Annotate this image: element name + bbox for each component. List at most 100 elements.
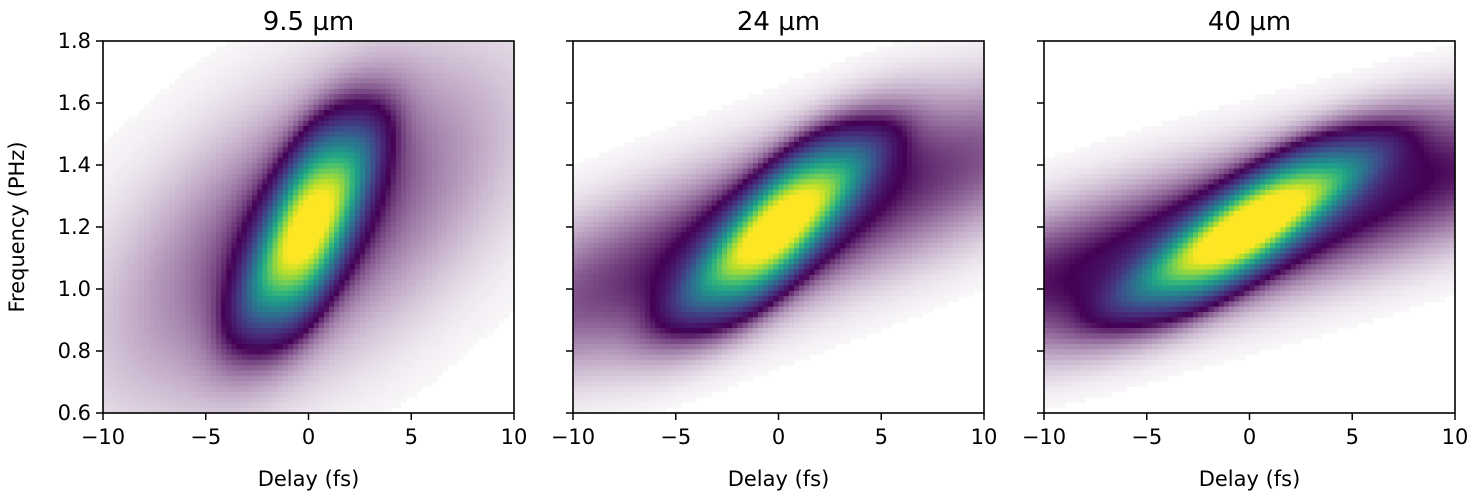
- heatmap-cell: [349, 126, 356, 132]
- heatmap-cell: [221, 306, 227, 313]
- heatmap-cell: [467, 163, 474, 170]
- heatmap-cell: [185, 274, 191, 281]
- heatmap-cell: [154, 173, 161, 180]
- heatmap-cell: [236, 359, 243, 366]
- heatmap-cell: [144, 306, 150, 313]
- heatmap-cell: [442, 322, 448, 329]
- heatmap-cell: [411, 46, 417, 53]
- heatmap-cell: [210, 365, 217, 372]
- heatmap-cell: [365, 365, 371, 372]
- heatmap-cell: [344, 280, 351, 287]
- heatmap-cell: [159, 110, 166, 116]
- heatmap-cell: [303, 104, 310, 111]
- heatmap-cell: [462, 184, 469, 191]
- heatmap-cell: [108, 179, 114, 186]
- heatmap-cell: [169, 375, 176, 382]
- heatmap-cell: [272, 147, 279, 154]
- heatmap-cell: [329, 242, 335, 249]
- heatmap-cell: [138, 221, 145, 228]
- heatmap-cell: [103, 274, 109, 281]
- heatmap-cell: [308, 269, 315, 276]
- heatmap-cell: [416, 56, 423, 63]
- heatmap-cell: [442, 78, 448, 85]
- heatmap-cell: [308, 322, 315, 329]
- heatmap-cell: [323, 200, 330, 207]
- heatmap-cell: [113, 237, 120, 244]
- heatmap-cell: [113, 242, 120, 249]
- heatmap-cell: [359, 248, 366, 255]
- heatmap-cell: [385, 221, 392, 228]
- heatmap-cell: [257, 391, 263, 398]
- heatmap-cell: [144, 168, 150, 175]
- heatmap-cell: [303, 147, 310, 154]
- heatmap-cell: [144, 264, 150, 271]
- heatmap-cell: [236, 280, 243, 287]
- heatmap-cell: [406, 354, 412, 361]
- heatmap-cell: [313, 232, 320, 239]
- heatmap-cell: [298, 195, 304, 202]
- heatmap-cell: [205, 248, 212, 255]
- heatmap-cell: [267, 163, 274, 170]
- heatmap-cell: [400, 205, 407, 212]
- heatmap-cell: [293, 221, 299, 228]
- heatmap-cell: [180, 200, 186, 207]
- heatmap-cell: [370, 126, 376, 132]
- heatmap-cell: [421, 343, 428, 350]
- heatmap-cell: [447, 301, 453, 308]
- heatmap-cell: [154, 338, 161, 345]
- heatmap-cell: [282, 131, 289, 138]
- heatmap-cell: [375, 327, 382, 334]
- heatmap-cell: [118, 354, 125, 361]
- heatmap-cell: [339, 221, 346, 228]
- heatmap-cell: [488, 46, 495, 53]
- heatmap-cell: [257, 83, 263, 90]
- heatmap-cell: [503, 62, 510, 69]
- heatmap-cell: [231, 365, 238, 372]
- heatmap-cell: [313, 184, 320, 191]
- heatmap-cell: [365, 83, 371, 90]
- heatmap-cell: [478, 211, 484, 217]
- heatmap-cell: [154, 327, 161, 334]
- heatmap-cell: [123, 205, 130, 212]
- heatmap-cell: [436, 46, 443, 53]
- heatmap-cell: [123, 136, 130, 143]
- heatmap-cell: [313, 94, 320, 101]
- heatmap-cell: [452, 221, 459, 228]
- heatmap-cell: [154, 375, 161, 382]
- heatmap-cell: [216, 301, 222, 308]
- heatmap-cell: [257, 184, 263, 191]
- heatmap-cell: [195, 242, 202, 249]
- heatmap-cell: [226, 83, 233, 90]
- heatmap-cell: [359, 51, 366, 58]
- heatmap-cell: [488, 136, 495, 143]
- heatmap-cell: [406, 264, 412, 271]
- heatmap-cell: [272, 195, 279, 202]
- heatmap-cell: [349, 195, 356, 202]
- heatmap-cell: [216, 343, 222, 350]
- heatmap-cell: [236, 141, 243, 148]
- heatmap-cell: [406, 232, 412, 239]
- heatmap-cell: [226, 221, 233, 228]
- heatmap-cell: [128, 205, 135, 212]
- heatmap-cell: [277, 211, 284, 217]
- heatmap-cell: [349, 78, 356, 85]
- heatmap-cell: [277, 62, 284, 69]
- heatmap-cell: [503, 115, 510, 122]
- heatmap-cell: [370, 189, 376, 196]
- heatmap-cell: [133, 189, 140, 196]
- heatmap-cell: [462, 280, 469, 287]
- heatmap-cell: [282, 46, 289, 53]
- heatmap-cell: [118, 391, 125, 398]
- heatmap-cell: [339, 67, 346, 74]
- heatmap-cell: [277, 349, 284, 356]
- heatmap-cell: [416, 115, 423, 122]
- heatmap-cell: [436, 280, 443, 287]
- heatmap-cell: [421, 327, 428, 334]
- heatmap-cell: [344, 110, 351, 116]
- heatmap-cell: [298, 306, 304, 313]
- heatmap-cell: [108, 195, 114, 202]
- heatmap-cell: [375, 258, 382, 265]
- heatmap-cell: [138, 306, 145, 313]
- heatmap-cell: [216, 296, 222, 302]
- heatmap-cell: [442, 147, 448, 154]
